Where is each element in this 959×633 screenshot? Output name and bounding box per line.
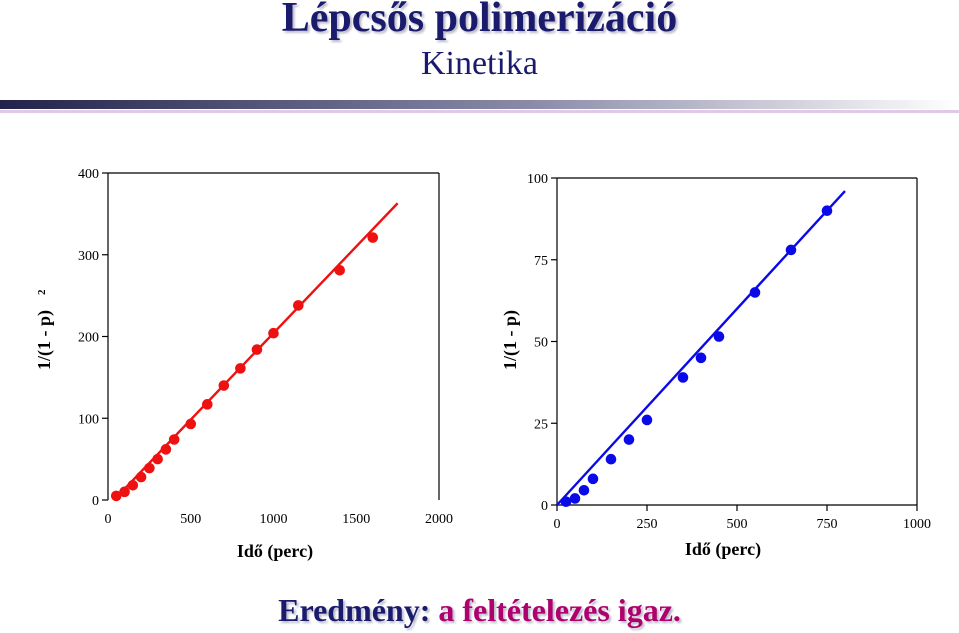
x-tick-label: 2000 bbox=[425, 512, 453, 527]
slide-title: Lépcsős polimerizáció bbox=[281, 0, 678, 41]
data-point bbox=[587, 473, 599, 485]
x-tick-label: 500 bbox=[180, 512, 201, 527]
data-point bbox=[160, 444, 172, 455]
data-point bbox=[560, 496, 572, 508]
x-tick-label: 1000 bbox=[903, 517, 931, 532]
data-point bbox=[168, 434, 180, 445]
x-tick-label: 1500 bbox=[342, 512, 370, 527]
data-point bbox=[821, 205, 833, 216]
y-tick-label: 0 bbox=[92, 494, 99, 509]
data-point bbox=[135, 471, 147, 483]
y-axis-label-superscript: 2 bbox=[36, 289, 48, 295]
y-tick-label: 200 bbox=[78, 331, 99, 346]
data-point bbox=[218, 380, 230, 391]
y-axis-label: 1/(1 - p) bbox=[500, 310, 521, 370]
y-tick-label: 50 bbox=[534, 336, 548, 351]
data-point bbox=[605, 453, 617, 465]
x-tick-label: 250 bbox=[637, 517, 658, 532]
data-point bbox=[334, 264, 346, 276]
data-point bbox=[251, 344, 263, 355]
y-tick-label: 0 bbox=[541, 499, 548, 514]
slide-subtitle: Kinetika bbox=[420, 45, 539, 82]
result-text: Eredmény: a feltételezés igaz. bbox=[0, 592, 959, 629]
result-prefix: Eredmény: bbox=[278, 592, 431, 628]
data-point bbox=[695, 352, 707, 364]
data-point bbox=[641, 414, 653, 426]
y-tick-label: 75 bbox=[534, 254, 548, 269]
data-point bbox=[623, 434, 635, 445]
data-point bbox=[749, 287, 761, 298]
data-point bbox=[144, 462, 155, 474]
data-point bbox=[127, 479, 139, 491]
data-point bbox=[713, 331, 725, 342]
x-tick-label: 1000 bbox=[260, 512, 288, 527]
data-point bbox=[152, 453, 163, 465]
y-tick-label: 100 bbox=[527, 172, 548, 187]
y-tick-label: 25 bbox=[534, 417, 548, 432]
data-point bbox=[293, 300, 304, 311]
data-point bbox=[677, 372, 689, 383]
y-tick-label: 100 bbox=[78, 412, 99, 427]
data-point bbox=[785, 244, 797, 256]
data-point bbox=[235, 363, 246, 374]
chart-left: 0 100 200 300 400 0 500 1000 1500 2000 Idő (perc) 1… bbox=[34, 167, 453, 562]
data-point bbox=[185, 418, 197, 430]
data-point bbox=[119, 486, 130, 498]
result-highlight: a feltételezés igaz. bbox=[438, 592, 681, 628]
title-divider bbox=[0, 100, 959, 113]
x-tick-label: 750 bbox=[817, 517, 838, 532]
data-point bbox=[367, 232, 379, 243]
x-axis-label: Idő (perc) bbox=[685, 539, 761, 560]
x-tick-label: 500 bbox=[727, 517, 748, 532]
data-point bbox=[569, 493, 581, 504]
y-axis-label: 1/(1 - p) bbox=[34, 310, 55, 370]
x-axis-label: Idő (perc) bbox=[237, 541, 313, 562]
data-point bbox=[110, 490, 122, 502]
y-tick-label: 300 bbox=[78, 249, 99, 264]
data-point bbox=[578, 484, 590, 496]
x-tick-label: 0 bbox=[105, 512, 112, 527]
data-point bbox=[268, 327, 279, 339]
y-tick-label: 400 bbox=[78, 167, 99, 182]
data-point bbox=[202, 399, 213, 410]
fit-line bbox=[556, 190, 846, 506]
x-tick-label: 0 bbox=[554, 517, 561, 532]
